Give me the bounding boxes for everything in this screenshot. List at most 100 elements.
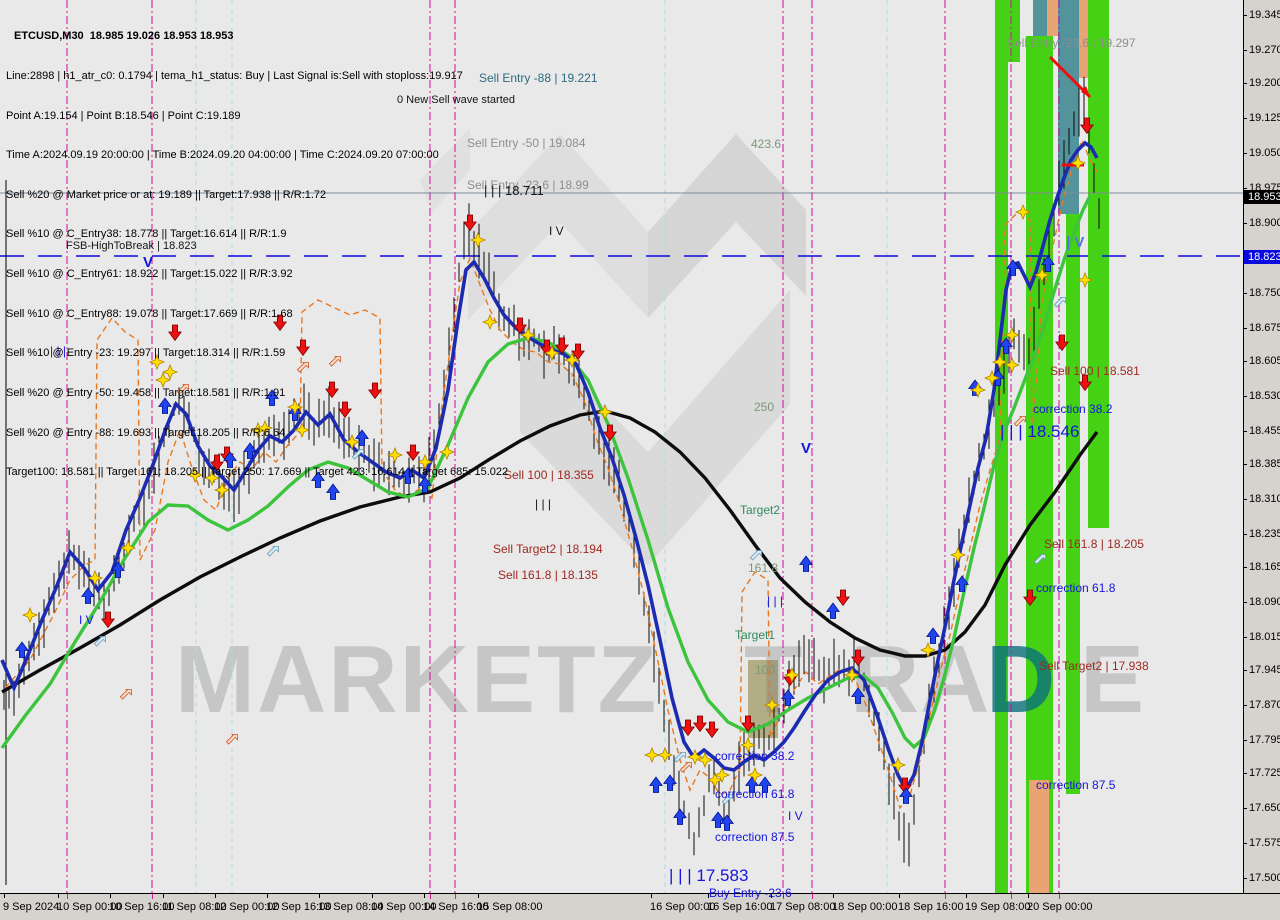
price-axis-label: 19.125 xyxy=(1249,112,1280,124)
symbol-ohlc-title: ETCUSD,M30 18.985 19.026 18.953 18.953 xyxy=(14,30,234,43)
price-axis-label: 17.795 xyxy=(1249,734,1280,746)
price-axis-tick xyxy=(1244,534,1247,535)
star-signal-icon xyxy=(22,607,38,623)
ma-line-fast-blue xyxy=(0,140,1099,794)
price-axis-label: 17.650 xyxy=(1249,802,1280,814)
price-axis-label: 18.455 xyxy=(1249,425,1280,437)
ma-line-slow-black xyxy=(1,409,1099,694)
time-axis-tick xyxy=(110,894,111,898)
price-axis-label: 18.090 xyxy=(1249,596,1280,608)
retrace-arrow-icon xyxy=(119,689,132,700)
time-axis-tick xyxy=(372,894,373,898)
price-axis-label: 19.050 xyxy=(1249,147,1280,159)
time-axis-label: 18 Sep 16:00 xyxy=(898,901,964,913)
time-axis-fibo-tick xyxy=(455,894,456,899)
time-axis-label: 16 Sep 16:00 xyxy=(707,901,773,913)
time-axis[interactable]: 9 Sep 2024 10 Sep 00:00 10 Sep 16:00 11 Sep… xyxy=(0,893,1280,920)
info-line-signal: Line:2898 | h1_atr_c0: 0.1794 | tema_h1_… xyxy=(6,70,463,83)
buy-arrow-icon xyxy=(711,811,725,828)
buy-arrow-icon xyxy=(826,602,840,619)
signal-bands-layer xyxy=(748,0,1109,893)
logo-shape xyxy=(520,290,790,566)
price-axis[interactable]: 19.345 19.270 19.200 19.125 19.050 18.975 18.9… xyxy=(1243,0,1280,917)
price-axis-tick xyxy=(1244,637,1247,638)
time-axis-tick xyxy=(267,894,268,898)
time-axis-tick xyxy=(899,894,900,898)
time-axis-fibo-tick xyxy=(945,894,946,899)
signal-band xyxy=(1066,214,1080,794)
price-axis-label: 17.500 xyxy=(1249,872,1280,884)
chart-canvas[interactable]: MARKETZ T R AD E xyxy=(0,0,1243,893)
time-axis-label: 9 Sep 2024 xyxy=(3,901,60,913)
price-axis-tick xyxy=(1244,361,1247,362)
time-axis-tick xyxy=(319,894,320,898)
price-axis-tick xyxy=(1244,118,1247,119)
price-axis-label: 18.310 xyxy=(1249,493,1280,505)
signal-band xyxy=(1008,0,1020,62)
sell-arrow-icon xyxy=(836,589,850,606)
time-axis-label: 12 Sep 16:00 xyxy=(266,901,332,913)
grid-lines-layer xyxy=(0,0,1243,893)
price-axis-tick xyxy=(1244,83,1247,84)
info-line-sell-entry88: Sell %10 @ C_Entry88: 19.078 || Target:1… xyxy=(6,307,293,320)
signal-band xyxy=(1088,0,1109,528)
retrace-arrow-icon xyxy=(1013,416,1026,427)
buy-arrow-icon xyxy=(649,776,663,793)
price-axis-tick xyxy=(1244,464,1247,465)
wave-arrow-icon xyxy=(1053,297,1066,308)
price-axis-tick xyxy=(1244,15,1247,16)
time-axis-tick xyxy=(215,894,216,898)
time-axis-fibo-tick xyxy=(430,894,431,899)
signal-band xyxy=(995,0,1008,893)
time-axis-fibo-tick xyxy=(1011,894,1012,899)
price-axis-tick xyxy=(1244,567,1247,568)
price-axis-label: 17.870 xyxy=(1249,699,1280,711)
info-line-sell-entry-50: Sell %20 @ Entry -50: 19.458 || Target:1… xyxy=(6,386,286,399)
watermark-letter-e: E xyxy=(1080,626,1144,733)
time-axis-label: 18 Sep 00:00 xyxy=(832,901,898,913)
time-axis-tick xyxy=(833,894,834,898)
time-axis-tick xyxy=(424,894,425,898)
info-line-sell-entry38: Sell %10 @ C_Entry38: 18.778 || Target:1… xyxy=(6,228,287,241)
logo-shape xyxy=(648,134,806,318)
time-axis-label: 17 Sep 08:00 xyxy=(770,901,836,913)
signal-band xyxy=(1079,0,1088,78)
signal-band xyxy=(1047,0,1059,36)
price-axis-tick xyxy=(1244,223,1247,224)
price-axis-tick xyxy=(1244,396,1247,397)
watermark-letter-d: D xyxy=(986,626,1055,733)
time-axis-label: 14 Sep 16:00 xyxy=(423,901,489,913)
price-axis-tick xyxy=(1244,740,1247,741)
star-signal-icon xyxy=(644,747,660,763)
star-signal-icon xyxy=(950,547,966,563)
buy-arrow-icon xyxy=(758,776,772,793)
time-axis-fibo-tick xyxy=(812,894,813,899)
watermark-text-marketz: MARKETZ xyxy=(175,626,658,733)
price-axis-label: 19.345 xyxy=(1249,9,1280,21)
price-axis-tick xyxy=(1244,843,1247,844)
info-line-sell-entry61: Sell %10 @ C_Entry61: 18.922 || Target:1… xyxy=(6,268,293,281)
ma-line-medium-green xyxy=(0,195,1092,750)
wave-arrow-icon xyxy=(721,794,734,805)
current-price-box: 18.953 xyxy=(1244,190,1280,204)
price-axis-label: 18.750 xyxy=(1249,287,1280,299)
signal-band xyxy=(1033,0,1047,36)
time-axis-tick xyxy=(478,894,479,898)
price-axis-tick xyxy=(1244,602,1247,603)
buy-arrow-icon xyxy=(799,555,813,572)
price-axis-tick xyxy=(1244,878,1247,879)
info-line-points: Point A:19.154 | Point B:18.546 | Point … xyxy=(6,109,241,122)
time-axis-label: 19 Sep 08:00 xyxy=(965,901,1031,913)
time-axis-label: 14 Sep 00:00 xyxy=(371,901,437,913)
info-line-targets: Target100: 18.581 || Target 161: 18.205 … xyxy=(6,466,509,479)
price-axis-tick xyxy=(1244,431,1247,432)
price-axis-label: 18.675 xyxy=(1249,322,1280,334)
info-line-sell-entry-23: Sell %10 @ Entry -23: 19.297 || Target:1… xyxy=(6,347,286,360)
info-line-sell-market: Sell %20 @ Market price or at: 19.189 ||… xyxy=(6,188,327,201)
price-axis-label: 18.015 xyxy=(1249,631,1280,643)
price-axis-tick xyxy=(1244,773,1247,774)
time-axis-tick xyxy=(58,894,59,898)
price-axis-label: 18.900 xyxy=(1249,217,1280,229)
watermark-text-layer: MARKETZ T R AD E xyxy=(175,626,1144,733)
time-axis-label: 15 Sep 08:00 xyxy=(477,901,543,913)
